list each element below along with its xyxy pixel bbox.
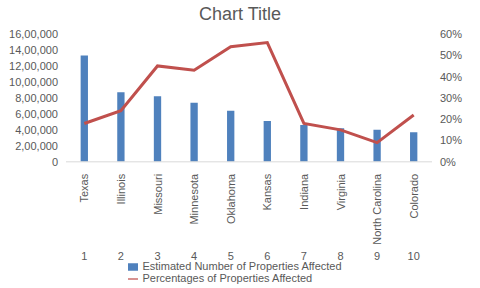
svg-text:8: 8 [337, 250, 343, 262]
svg-text:14,00,000: 14,00,000 [9, 44, 58, 56]
svg-text:Texas: Texas [78, 173, 90, 202]
svg-text:Illinois: Illinois [115, 173, 127, 204]
svg-text:2,00,000: 2,00,000 [15, 140, 58, 152]
svg-text:Virginia: Virginia [335, 173, 347, 210]
svg-text:Minnesota: Minnesota [188, 173, 200, 225]
svg-text:5: 5 [228, 250, 234, 262]
svg-text:4: 4 [191, 250, 197, 262]
svg-text:10: 10 [408, 250, 420, 262]
html-text:Estimated Number of Properties: Estimated Number of Properties Affected [142, 259, 342, 272]
svg-text:7: 7 [301, 250, 307, 262]
svg-text:40%: 40% [440, 71, 462, 83]
svg-text:Oklahoma: Oklahoma [225, 173, 237, 224]
svg-text:Missouri: Missouri [152, 174, 164, 215]
svg-text:50%: 50% [440, 49, 462, 61]
svg-text:0%: 0% [440, 156, 456, 168]
svg-text:10,00,000: 10,00,000 [9, 76, 58, 88]
svg-text:20%: 20% [440, 113, 462, 125]
svg-text:16,00,000: 16,00,000 [9, 28, 58, 40]
svg-text:6: 6 [264, 250, 270, 262]
svg-text:60%: 60% [440, 28, 462, 40]
svg-text:9: 9 [374, 250, 380, 262]
svg-text:30%: 30% [440, 92, 462, 104]
svg-text:0: 0 [52, 156, 58, 168]
svg-text:North Carolina: North Carolina [371, 173, 383, 245]
svg-text:Kansas: Kansas [261, 173, 273, 210]
svg-text:Colorado: Colorado [408, 174, 420, 219]
svg-text:2: 2 [118, 250, 124, 262]
svg-text:4,00,000: 4,00,000 [15, 124, 58, 136]
svg-text:1: 1 [81, 250, 87, 262]
html-text:Percentages of Properties Affe: Percentages of Properties Affected [142, 271, 313, 284]
svg-text:8,00,000: 8,00,000 [15, 92, 58, 104]
html-text:Chart Title: Chart Title [199, 4, 281, 24]
svg-text:3: 3 [154, 250, 160, 262]
svg-text:12,00,000: 12,00,000 [9, 60, 58, 72]
svg-text:10%: 10% [440, 134, 462, 146]
svg-text:6,00,000: 6,00,000 [15, 108, 58, 120]
svg-text:Indiana: Indiana [298, 173, 310, 210]
